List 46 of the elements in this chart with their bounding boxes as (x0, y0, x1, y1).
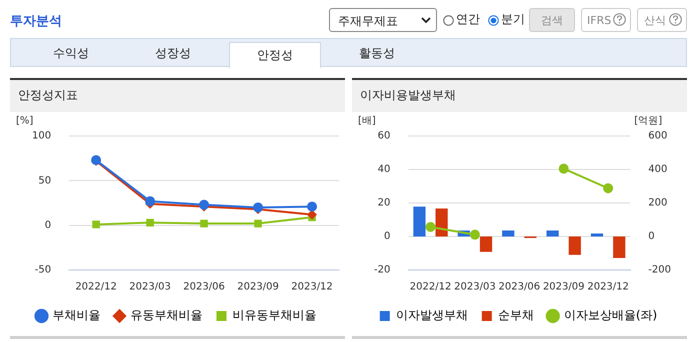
y-axis-title: [배] (358, 116, 376, 127)
text: IFRS (581, 8, 631, 32)
text: 활동성 (358, 45, 396, 62)
y2-tick-label: 400 (648, 164, 668, 176)
y-tick-label: 20 (378, 198, 390, 209)
y-axis-title: [%] (16, 116, 34, 127)
y-tick-label: 50 (38, 175, 52, 186)
x-tick-label: 2022/12 (75, 282, 117, 293)
text: 성장성 (154, 45, 192, 62)
chart-title: 안정성지표 (10, 78, 345, 112)
legend-label: 순부채 (498, 308, 534, 322)
x-tick-label: 2023/06 (498, 282, 540, 293)
x-tick-label: 2022/12 (410, 282, 452, 293)
y-tick-label: 0 (44, 220, 52, 231)
text: 수익성 (52, 45, 90, 62)
y2-tick-label: 200 (648, 198, 668, 209)
legend-label: 부채비율 (52, 308, 100, 322)
y-tick-label: 0 (384, 231, 390, 242)
chart-title: 이자비용발생부채 (352, 78, 687, 112)
legend-label: 이자발생부채 (396, 308, 468, 322)
x-tick-label: 2023/03 (129, 282, 171, 293)
y-tick-label: 40 (378, 164, 390, 176)
y2-tick-label: 0 (648, 231, 655, 242)
x-tick-label: 2023/09 (542, 282, 584, 293)
legend-label: 비유동부채비율 (232, 308, 316, 322)
y2-axis-title: [억원] (634, 116, 662, 127)
text: 안정성 (229, 42, 321, 68)
text: 검색 (529, 8, 575, 32)
text: 산식 (637, 8, 687, 32)
text: 분기 (501, 11, 525, 28)
y2-tick-label: -200 (648, 264, 672, 276)
x-tick-label: 2023/12 (291, 282, 333, 293)
legend-label: 유동부채비율 (130, 308, 202, 322)
y-tick-label: -50 (34, 264, 52, 276)
x-tick-label: 2023/06 (183, 282, 225, 293)
text: 투자분석 (10, 13, 62, 30)
x-tick-label: 2023/03 (454, 282, 496, 293)
y2-tick-label: 600 (648, 130, 668, 142)
y-tick-label: 100 (32, 130, 52, 142)
y-tick-label: -20 (374, 264, 390, 276)
text: 주재무제표 (329, 8, 437, 32)
x-tick-label: 2023/12 (587, 282, 629, 293)
x-tick-label: 2023/09 (237, 282, 279, 293)
text: 연간 (456, 11, 480, 28)
y-tick-label: 60 (378, 130, 390, 142)
legend-label: 이자보상배율(좌) (564, 308, 658, 322)
